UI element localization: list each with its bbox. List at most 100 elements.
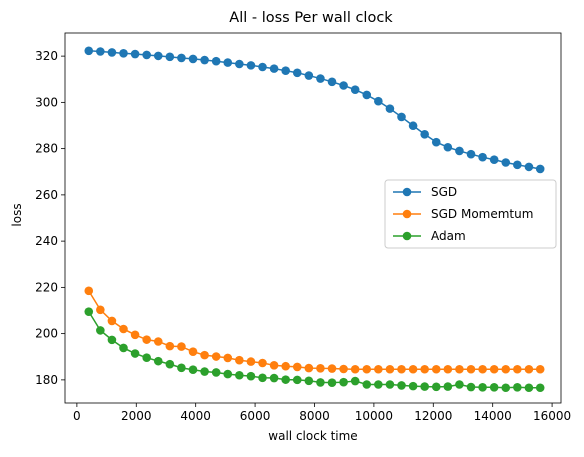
data-point [362, 380, 372, 389]
x-tick-label: 8000 [299, 409, 330, 423]
data-point [223, 353, 233, 363]
data-point [130, 349, 140, 358]
data-point [200, 350, 209, 360]
data-point [455, 364, 464, 374]
data-point [455, 380, 464, 389]
data-point [281, 361, 290, 371]
x-axis-label: wall clock time [268, 429, 357, 443]
data-point [200, 367, 209, 376]
data-point [177, 363, 186, 373]
data-point [107, 335, 117, 345]
data-point [350, 364, 360, 374]
y-tick-label: 320 [35, 49, 58, 63]
data-point [478, 382, 487, 392]
data-point [119, 324, 128, 334]
data-point [466, 382, 476, 392]
data-point [211, 368, 221, 377]
plot-area [64, 32, 562, 404]
data-point [362, 364, 372, 374]
data-point [489, 364, 499, 374]
series-line [88, 290, 541, 370]
y-axis: 180 200 220 240 260 280 300 320 [35, 49, 65, 387]
data-point [211, 352, 221, 361]
data-point [501, 364, 511, 374]
data-point [524, 364, 534, 374]
data-point [281, 66, 290, 75]
data-point [513, 382, 522, 392]
x-tick-label: 12000 [414, 409, 452, 423]
data-point [269, 64, 279, 73]
x-tick-label: 4000 [180, 409, 211, 423]
data-point [223, 369, 233, 379]
data-point [153, 337, 163, 346]
data-point [385, 364, 395, 374]
data-point [339, 377, 348, 387]
data-point [246, 371, 256, 381]
data-point [408, 364, 418, 374]
data-point [292, 68, 302, 78]
data-point [130, 330, 140, 340]
data-point [535, 164, 545, 174]
data-point [327, 77, 337, 87]
y-tick-label: 300 [35, 95, 58, 109]
data-point [431, 382, 441, 392]
data-point [466, 149, 476, 159]
y-tick-label: 200 [35, 327, 58, 341]
data-point [107, 48, 117, 57]
legend: SGD SGD Momemtum Adam [384, 179, 557, 249]
data-point [258, 373, 267, 383]
data-point [339, 81, 348, 90]
x-tick-label: 2000 [121, 409, 152, 423]
data-point [316, 364, 325, 373]
data-point [269, 373, 279, 383]
legend-label: SGD Momemtum [431, 207, 533, 221]
data-point [374, 364, 383, 374]
data-point [165, 341, 175, 351]
data-point [489, 155, 499, 165]
data-point [524, 383, 534, 393]
y-tick-label: 260 [35, 188, 58, 202]
data-point [165, 52, 175, 62]
legend-marker [402, 209, 412, 219]
data-point [165, 359, 175, 369]
data-point [535, 383, 545, 393]
legend-label: SGD [431, 185, 457, 199]
data-point [374, 96, 383, 106]
data-point [443, 364, 453, 374]
data-point [235, 370, 244, 380]
data-point [304, 363, 314, 373]
data-point [420, 129, 429, 139]
data-point [362, 90, 372, 100]
data-point [235, 355, 244, 365]
data-point [513, 364, 522, 374]
data-point [431, 137, 441, 147]
data-point [385, 380, 395, 389]
data-point [200, 55, 209, 65]
data-point [431, 364, 441, 374]
x-tick-label: 16000 [533, 409, 571, 423]
data-point [350, 85, 360, 94]
series-2 [84, 307, 545, 393]
data-point [327, 364, 337, 373]
data-point [524, 162, 534, 172]
plot-frame [64, 32, 562, 404]
data-point [397, 364, 406, 374]
series-line [88, 50, 541, 170]
data-point [142, 353, 151, 362]
data-point [397, 381, 406, 390]
data-point [153, 51, 163, 61]
x-axis: 0 2000 4000 6000 8000 10000 12000 14000 16000 [73, 403, 571, 423]
data-point [246, 357, 256, 366]
legend-item: Adam [393, 229, 466, 243]
data-point [281, 375, 290, 384]
series-line [88, 311, 541, 389]
legend-marker [402, 231, 412, 241]
data-point [188, 54, 198, 64]
data-point [107, 316, 117, 326]
data-point [374, 380, 383, 389]
data-point [211, 56, 221, 66]
data-point [269, 361, 279, 370]
data-point [96, 326, 105, 335]
